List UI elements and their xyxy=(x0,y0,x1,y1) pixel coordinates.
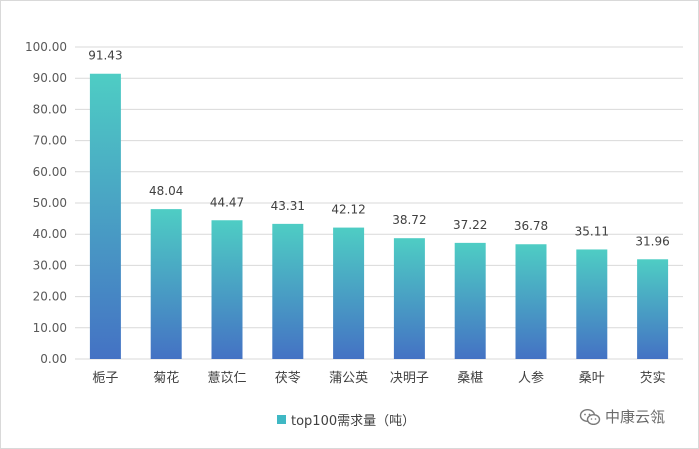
x-category-label: 菊花 xyxy=(153,370,179,386)
y-tick-label: 20.00 xyxy=(33,290,67,304)
x-category-label: 茯苓 xyxy=(275,371,301,386)
bar[interactable] xyxy=(333,227,365,359)
bar[interactable] xyxy=(211,220,243,359)
y-tick-label: 30.00 xyxy=(33,258,67,272)
data-label: 42.12 xyxy=(331,203,365,217)
data-label: 44.47 xyxy=(210,195,244,209)
legend[interactable]: top100需求量（吨） xyxy=(277,410,415,429)
bar[interactable] xyxy=(637,259,669,359)
bar[interactable] xyxy=(393,238,425,359)
x-category-label: 薏苡仁 xyxy=(207,371,246,386)
wechat-icon xyxy=(579,408,601,426)
watermark-text: 中康云瓴 xyxy=(605,408,666,426)
y-axis-tick-labels: 0.00 10.00 20.00 30.00 40.00 50.00 60.00 70.00 8… xyxy=(25,40,67,366)
bar[interactable] xyxy=(515,244,547,359)
data-label: 48.04 xyxy=(149,184,183,198)
y-tick-label: 10.00 xyxy=(33,321,67,335)
bar[interactable] xyxy=(272,223,304,359)
x-category-label: 蒲公英 xyxy=(329,371,368,386)
y-tick-label: 40.00 xyxy=(33,227,67,241)
data-label: 31.96 xyxy=(635,234,669,248)
x-category-label: 人参 xyxy=(518,370,544,386)
y-tick-label: 50.00 xyxy=(33,196,67,210)
data-label: 37.22 xyxy=(453,218,487,232)
y-tick-label: 0.00 xyxy=(40,352,67,366)
x-axis-category-labels: 栀子 菊花 薏苡仁 茯苓 蒲公英 决明子 桑椹 人参 桑叶 芡实 xyxy=(92,370,665,386)
bar[interactable] xyxy=(454,242,486,359)
data-label: 35.11 xyxy=(575,224,609,238)
legend-swatch xyxy=(277,415,286,424)
bar[interactable] xyxy=(150,209,182,359)
y-tick-label: 70.00 xyxy=(33,134,67,148)
bars xyxy=(89,73,669,359)
bar[interactable] xyxy=(89,73,121,359)
y-tick-label: 100.00 xyxy=(25,40,67,54)
data-label: 36.78 xyxy=(514,219,548,233)
y-tick-label: 90.00 xyxy=(33,71,67,85)
data-label: 91.43 xyxy=(88,49,122,63)
x-category-label: 桑叶 xyxy=(579,371,605,386)
bar[interactable] xyxy=(576,249,608,359)
data-label: 43.31 xyxy=(271,199,305,213)
x-category-label: 芡实 xyxy=(640,371,666,386)
data-label: 38.72 xyxy=(392,213,426,227)
data-labels: 91.43 48.04 44.47 43.31 42.12 38.72 37.22 36.78… xyxy=(88,49,670,249)
x-category-label: 决明子 xyxy=(390,371,429,386)
y-tick-label: 80.00 xyxy=(33,102,67,116)
y-tick-label: 60.00 xyxy=(33,165,67,179)
watermark: 中康云瓴 xyxy=(579,406,665,427)
x-category-label: 栀子 xyxy=(92,371,118,386)
x-category-label: 桑椹 xyxy=(457,371,483,386)
legend-label: top100需求量（吨） xyxy=(291,414,416,429)
